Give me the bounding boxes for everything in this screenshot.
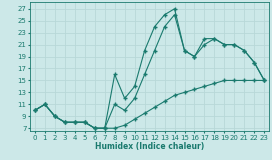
X-axis label: Humidex (Indice chaleur): Humidex (Indice chaleur) (95, 142, 204, 151)
